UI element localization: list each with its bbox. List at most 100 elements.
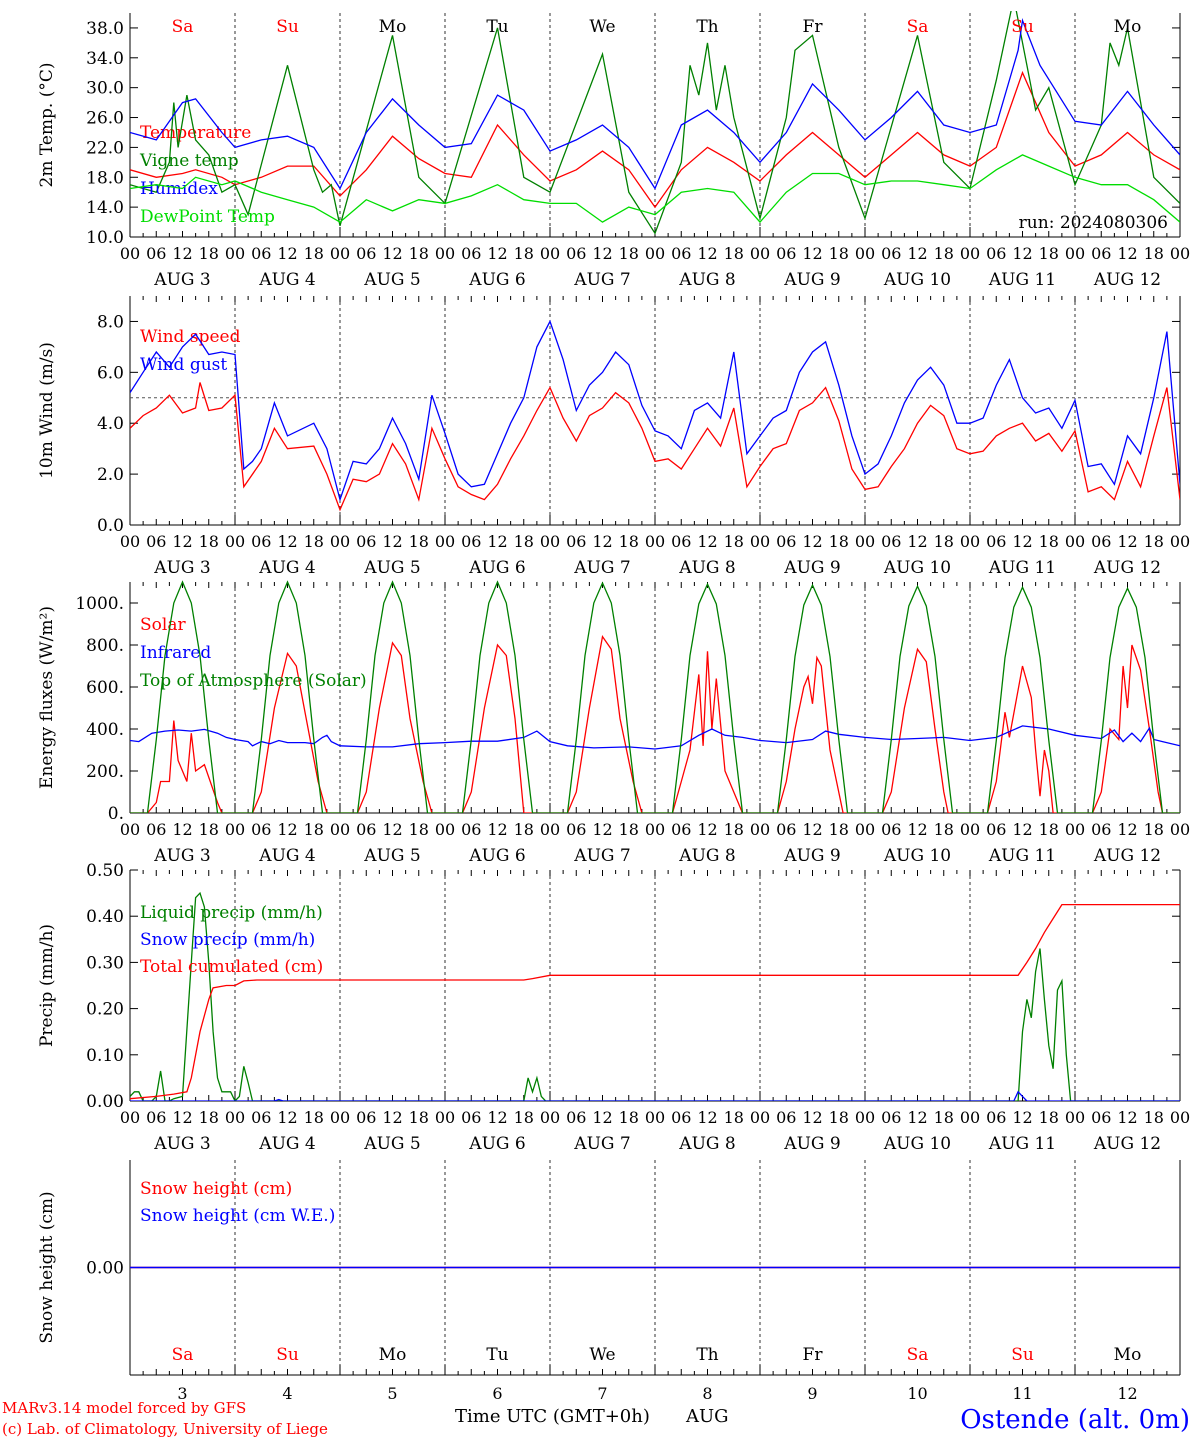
hour-label: 06: [566, 532, 586, 551]
series-line-3-3: [130, 580, 1180, 813]
hour-label: 12: [1117, 820, 1137, 839]
y-tick-label: 26.0: [86, 109, 124, 129]
panel-2: 0.0 2.0 4.0 6.0 8.0 10m Wind (m/s) Wind speed W…: [37, 296, 1190, 578]
hour-label: 18: [1039, 244, 1059, 263]
date-label: AUG 8: [678, 558, 735, 578]
hour-label: 06: [251, 1108, 271, 1127]
hour-label: 06: [251, 820, 271, 839]
hour-label: 12: [172, 532, 192, 551]
y-tick-label: 14.0: [86, 198, 124, 218]
hour-label: 18: [1039, 1108, 1059, 1127]
hour-label: 12: [802, 532, 822, 551]
hour-label: 00: [1170, 532, 1190, 551]
y-tick-label: 34.0: [86, 49, 124, 69]
hour-label: 06: [986, 244, 1006, 263]
hour-label: 18: [724, 532, 744, 551]
hour-label: 00: [120, 244, 140, 263]
hour-label: 00: [855, 244, 875, 263]
hour-label: 12: [487, 820, 507, 839]
y-axis-title: Precip (mm/h): [37, 924, 57, 1047]
date-label: AUG 10: [883, 558, 951, 578]
date-label: AUG 12: [1093, 1134, 1161, 1154]
hour-label: 12: [277, 532, 297, 551]
date-label: AUG 7: [573, 270, 630, 290]
weekday-label: Mo: [1114, 1345, 1142, 1365]
y-tick-label: 6.0: [97, 363, 124, 383]
hour-label: 06: [1091, 820, 1111, 839]
legend-entry: Top of Atmosphere (Solar): [140, 671, 367, 691]
hour-label: 00: [540, 1108, 560, 1127]
hour-label: 00: [750, 244, 770, 263]
hour-label: 00: [225, 1108, 245, 1127]
hour-label: 00: [330, 820, 350, 839]
y-tick-label: 0.20: [86, 1000, 124, 1020]
hour-label: 18: [619, 820, 639, 839]
hour-label: 12: [487, 244, 507, 263]
hour-label: 12: [1012, 532, 1032, 551]
hour-label: 18: [409, 532, 429, 551]
legend-entry: Snow height (cm): [140, 1179, 292, 1199]
hour-label: 00: [750, 820, 770, 839]
hour-label: 12: [802, 820, 822, 839]
date-label: AUG 7: [573, 846, 630, 866]
hour-label: 18: [1144, 1108, 1164, 1127]
day-number-label: 9: [807, 1384, 817, 1403]
y-tick-label: 8.0: [97, 312, 124, 332]
date-label: AUG 4: [258, 1134, 315, 1154]
date-label: AUG 9: [783, 1134, 840, 1154]
y-tick-label: 0.50: [86, 861, 124, 881]
date-label: AUG 11: [988, 558, 1056, 578]
hour-label: 12: [277, 1108, 297, 1127]
hour-label: 06: [356, 820, 376, 839]
day-number-label: 3: [177, 1384, 187, 1403]
hour-label: 18: [514, 244, 534, 263]
hour-label: 12: [802, 244, 822, 263]
hour-label: 00: [645, 1108, 665, 1127]
hour-label: 12: [697, 820, 717, 839]
hour-label: 18: [199, 820, 219, 839]
hour-label: 12: [1117, 532, 1137, 551]
hour-label: 00: [120, 820, 140, 839]
day-number-label: 10: [907, 1384, 927, 1403]
hour-label: 00: [330, 1108, 350, 1127]
hour-label: 18: [934, 532, 954, 551]
y-tick-label: 0.00: [86, 1092, 124, 1112]
hour-label: 06: [1091, 244, 1111, 263]
date-label: AUG 4: [258, 558, 315, 578]
legend-entry: Snow height (cm W.E.): [140, 1206, 335, 1226]
hour-label: 00: [1170, 820, 1190, 839]
y-tick-label: 200.: [86, 762, 124, 782]
hour-label: 00: [435, 532, 455, 551]
hour-label: 12: [697, 532, 717, 551]
date-label: AUG 4: [258, 270, 315, 290]
hour-label: 18: [304, 244, 324, 263]
station-label: Ostende (alt. 0m): [960, 1405, 1190, 1435]
hour-label: 18: [724, 1108, 744, 1127]
weekday-label: We: [589, 17, 615, 37]
series-line-1-3: [130, 17, 1180, 190]
date-label: AUG 9: [783, 270, 840, 290]
hour-label: 00: [645, 820, 665, 839]
hour-label: 18: [409, 820, 429, 839]
hour-label: 12: [907, 1108, 927, 1127]
hour-label: 06: [881, 244, 901, 263]
hour-label: 06: [986, 820, 1006, 839]
legend-entry: Total cumulated (cm): [140, 957, 323, 977]
hour-label: 00: [1065, 820, 1085, 839]
hour-label: 18: [304, 820, 324, 839]
weekday-label: Su: [1011, 1345, 1034, 1365]
hour-label: 06: [881, 1108, 901, 1127]
hour-label: 18: [304, 532, 324, 551]
hour-label: 00: [1065, 532, 1085, 551]
hour-label: 06: [671, 820, 691, 839]
legend-entry: Snow precip (mm/h): [140, 930, 315, 950]
date-label: AUG 7: [573, 1134, 630, 1154]
y-axis-title: 10m Wind (m/s): [37, 342, 57, 479]
date-label: AUG 6: [468, 846, 525, 866]
hour-label: 00: [855, 532, 875, 551]
hour-label: 00: [435, 1108, 455, 1127]
legend-entry: Wind gust: [140, 355, 227, 375]
hour-label: 00: [120, 1108, 140, 1127]
hour-label: 06: [461, 532, 481, 551]
hour-label: 06: [671, 532, 691, 551]
